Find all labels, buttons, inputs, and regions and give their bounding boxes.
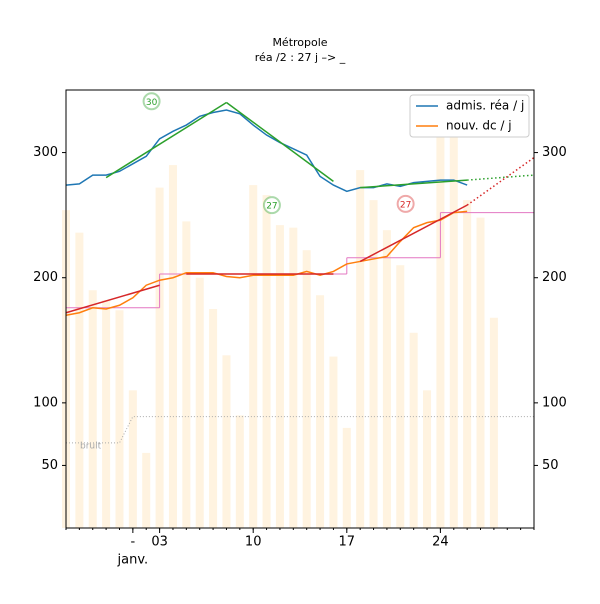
bar [249, 185, 258, 528]
legend: admis. réa / j nouv. dc / j [409, 94, 530, 138]
bar [436, 130, 445, 528]
y-tick-label: 50 [41, 458, 58, 473]
annotation-text: 27 [400, 200, 411, 210]
bar [356, 170, 365, 528]
x-sublabel: janv. [117, 553, 149, 568]
annotation-circle [142, 92, 161, 111]
annotation-circle [262, 196, 281, 215]
bar [88, 290, 97, 528]
y-tick-label: 200 [33, 270, 58, 285]
bar [369, 200, 378, 528]
fit-line [466, 156, 535, 206]
bar [289, 227, 298, 528]
fit-line [467, 174, 535, 181]
series-line [65, 210, 468, 316]
noise-label: bruit [80, 441, 102, 451]
annotation-circle [396, 194, 415, 213]
bar [476, 217, 485, 528]
series-line [65, 109, 468, 193]
bar [235, 415, 244, 528]
chart-title: Métropole [272, 36, 327, 49]
fit-line [359, 204, 468, 263]
bar [409, 332, 418, 528]
bar [463, 200, 472, 528]
y2-tick-label: 300 [542, 145, 567, 160]
annotation-text: 30 [146, 98, 158, 108]
bar [222, 355, 231, 528]
bar [262, 195, 271, 528]
legend-label: nouv. dc / j [446, 119, 512, 133]
bar [128, 390, 137, 528]
x-tick-label: 10 [245, 535, 262, 550]
bar [489, 317, 498, 528]
bar [302, 250, 311, 528]
legend-box [409, 94, 530, 138]
bar [275, 225, 284, 528]
fit-line [105, 101, 227, 179]
x-tick-label: 17 [339, 535, 356, 550]
y-tick-label: 300 [33, 145, 58, 160]
legend-label: admis. réa / j [446, 99, 524, 113]
bar [102, 300, 111, 528]
bar [115, 310, 124, 528]
y2-tick-label: 100 [542, 395, 567, 410]
bar [329, 356, 338, 528]
bar [316, 295, 325, 528]
fit-line [360, 179, 468, 189]
bar [75, 232, 84, 529]
bar [382, 230, 391, 528]
plot-frame [65, 89, 535, 529]
fit-line [65, 284, 160, 314]
bar [142, 452, 151, 528]
bar [155, 187, 164, 528]
y2-tick-label: 200 [542, 270, 567, 285]
x-tick-label: 24 [432, 535, 449, 550]
bar [209, 309, 218, 528]
chart-subtitle: réa /2 : 27 j –> _ [255, 51, 346, 64]
bar [449, 130, 458, 528]
y-tick-label: 100 [33, 395, 58, 410]
bar [396, 265, 405, 528]
bar [168, 165, 177, 529]
x-tick-label: 03 [151, 535, 168, 550]
bar [195, 277, 204, 528]
fit-line [226, 101, 334, 182]
bar [423, 390, 432, 528]
annotation-text: 27 [266, 202, 277, 212]
bar [342, 427, 351, 528]
y2-tick-label: 50 [542, 458, 559, 473]
bar [182, 221, 191, 528]
x-tick-label: - [131, 535, 136, 550]
